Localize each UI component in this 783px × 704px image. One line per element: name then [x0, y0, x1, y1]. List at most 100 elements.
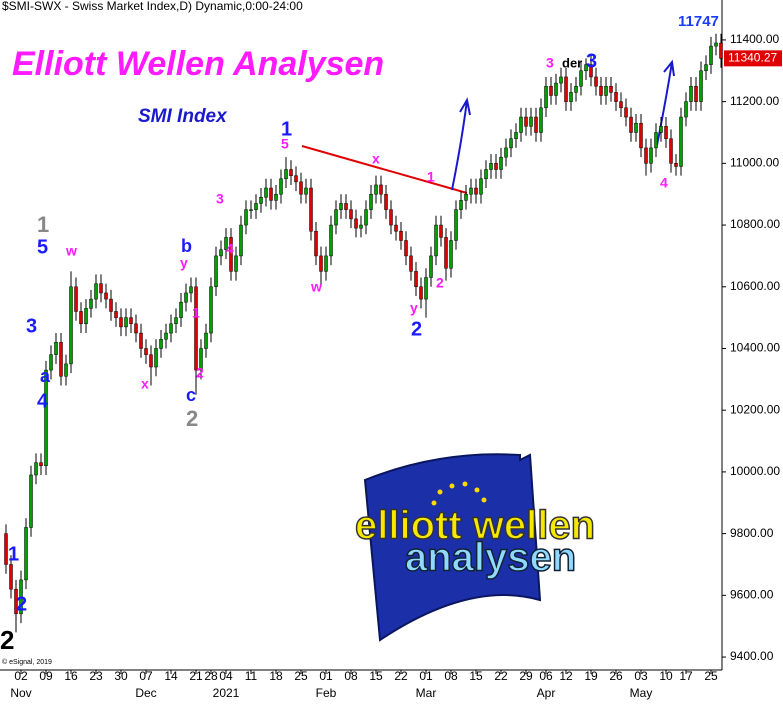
last-price-label: 11340.27 [728, 51, 777, 65]
x-tick-label: 21 [189, 669, 203, 683]
candle-body [54, 342, 58, 355]
candle-body [429, 255, 433, 278]
candle-body [524, 116, 528, 127]
candle-body [484, 169, 488, 180]
candle-body [379, 184, 383, 195]
candle-body [89, 298, 93, 309]
candle-body [194, 286, 198, 371]
x-tick-label: 01 [319, 669, 333, 683]
candle-body [614, 92, 618, 102]
logo-stars [431, 481, 487, 506]
candle-body [334, 209, 338, 226]
candle-body [14, 588, 18, 615]
candle-body [279, 178, 283, 195]
candle-body [304, 187, 308, 195]
candle-body [684, 101, 688, 118]
x-tick-label: 23 [89, 669, 103, 683]
logo-text: elliott wellen [355, 504, 595, 548]
candle-body [264, 187, 268, 198]
wave-label: 2 [0, 625, 14, 655]
candle-body [214, 255, 218, 288]
candle-body [169, 323, 173, 334]
candle-body [599, 85, 603, 96]
candle-body [704, 64, 708, 72]
candle-body [99, 283, 103, 294]
wave-label: 5 [281, 136, 289, 152]
candle-body [514, 132, 518, 139]
candle-body [19, 579, 23, 615]
candle-body [244, 209, 248, 226]
candle-body [494, 163, 498, 170]
y-tick-label: 11000.00 [730, 156, 779, 170]
candle-body [4, 533, 8, 565]
candle-body [709, 45, 713, 65]
candle-body [9, 564, 13, 590]
y-tick-label: 10000.00 [730, 464, 780, 478]
candle-body [464, 193, 468, 201]
candle-body [124, 317, 128, 328]
candle-body [384, 193, 388, 210]
x-tick-label: 16 [64, 669, 78, 683]
candle-body [329, 224, 333, 257]
x-tick-label: 01 [419, 669, 433, 683]
candle-body [199, 348, 203, 371]
wave-label: 4 [226, 241, 234, 257]
wave-label: 2 [16, 593, 27, 615]
y-tick-label: 10200.00 [730, 402, 780, 416]
wave-label: 4 [660, 175, 668, 191]
candle-body [714, 42, 718, 47]
y-tick-label: 10400.00 [730, 341, 780, 355]
y-tick-label: 11200.00 [730, 94, 779, 108]
wave-label: 5 [37, 236, 48, 258]
logo-text: analysen [405, 536, 576, 580]
candle-body [694, 85, 698, 102]
candle-body [269, 187, 273, 201]
candle-body [574, 85, 578, 93]
candle-body [374, 184, 378, 195]
x-month-label: Dec [135, 686, 156, 700]
wave-label: w [310, 279, 322, 295]
candle-body [559, 76, 563, 84]
candle-body [294, 175, 298, 183]
x-tick-label: 15 [369, 669, 383, 683]
wave-label: b [181, 236, 192, 256]
x-tick-label: 09 [39, 669, 53, 683]
x-tick-label: 07 [139, 669, 153, 683]
wave-label: 3 [546, 55, 554, 71]
candle-body [459, 200, 463, 210]
candle-body [249, 209, 253, 211]
candle-body [209, 286, 213, 334]
candle-body [664, 126, 668, 139]
candle-body [174, 317, 178, 325]
wave-label: 1 [281, 118, 292, 140]
arrow [656, 59, 675, 146]
wave-label: y [410, 300, 418, 316]
candle-body [564, 76, 568, 102]
x-tick-label: 26 [609, 669, 623, 683]
wave-label: 3 [586, 50, 597, 72]
candle-body [539, 107, 543, 133]
candle-body [184, 292, 188, 303]
x-tick-label: 02 [14, 669, 28, 683]
wave-label: 2 [186, 406, 198, 431]
wave-label: w [65, 243, 77, 259]
candle-body [29, 474, 33, 528]
candle-body [579, 70, 583, 87]
candle-body [419, 286, 423, 300]
candle-body [34, 462, 38, 476]
x-tick-label: 15 [469, 669, 483, 683]
candle-body [364, 209, 368, 226]
candle-body [519, 116, 523, 133]
wave-label: x [141, 376, 149, 392]
candle-body [659, 126, 663, 133]
wave-label: 4 [37, 390, 49, 412]
x-tick-label: 18 [269, 669, 283, 683]
candle-body [489, 163, 493, 170]
candle-body [474, 187, 478, 195]
x-tick-label: 08 [344, 669, 358, 683]
wave-label: x [372, 151, 380, 167]
candle-body [589, 64, 593, 78]
logo: elliott wellen analysen [354, 453, 596, 642]
candle-body [129, 317, 133, 325]
candle-body [404, 240, 408, 257]
